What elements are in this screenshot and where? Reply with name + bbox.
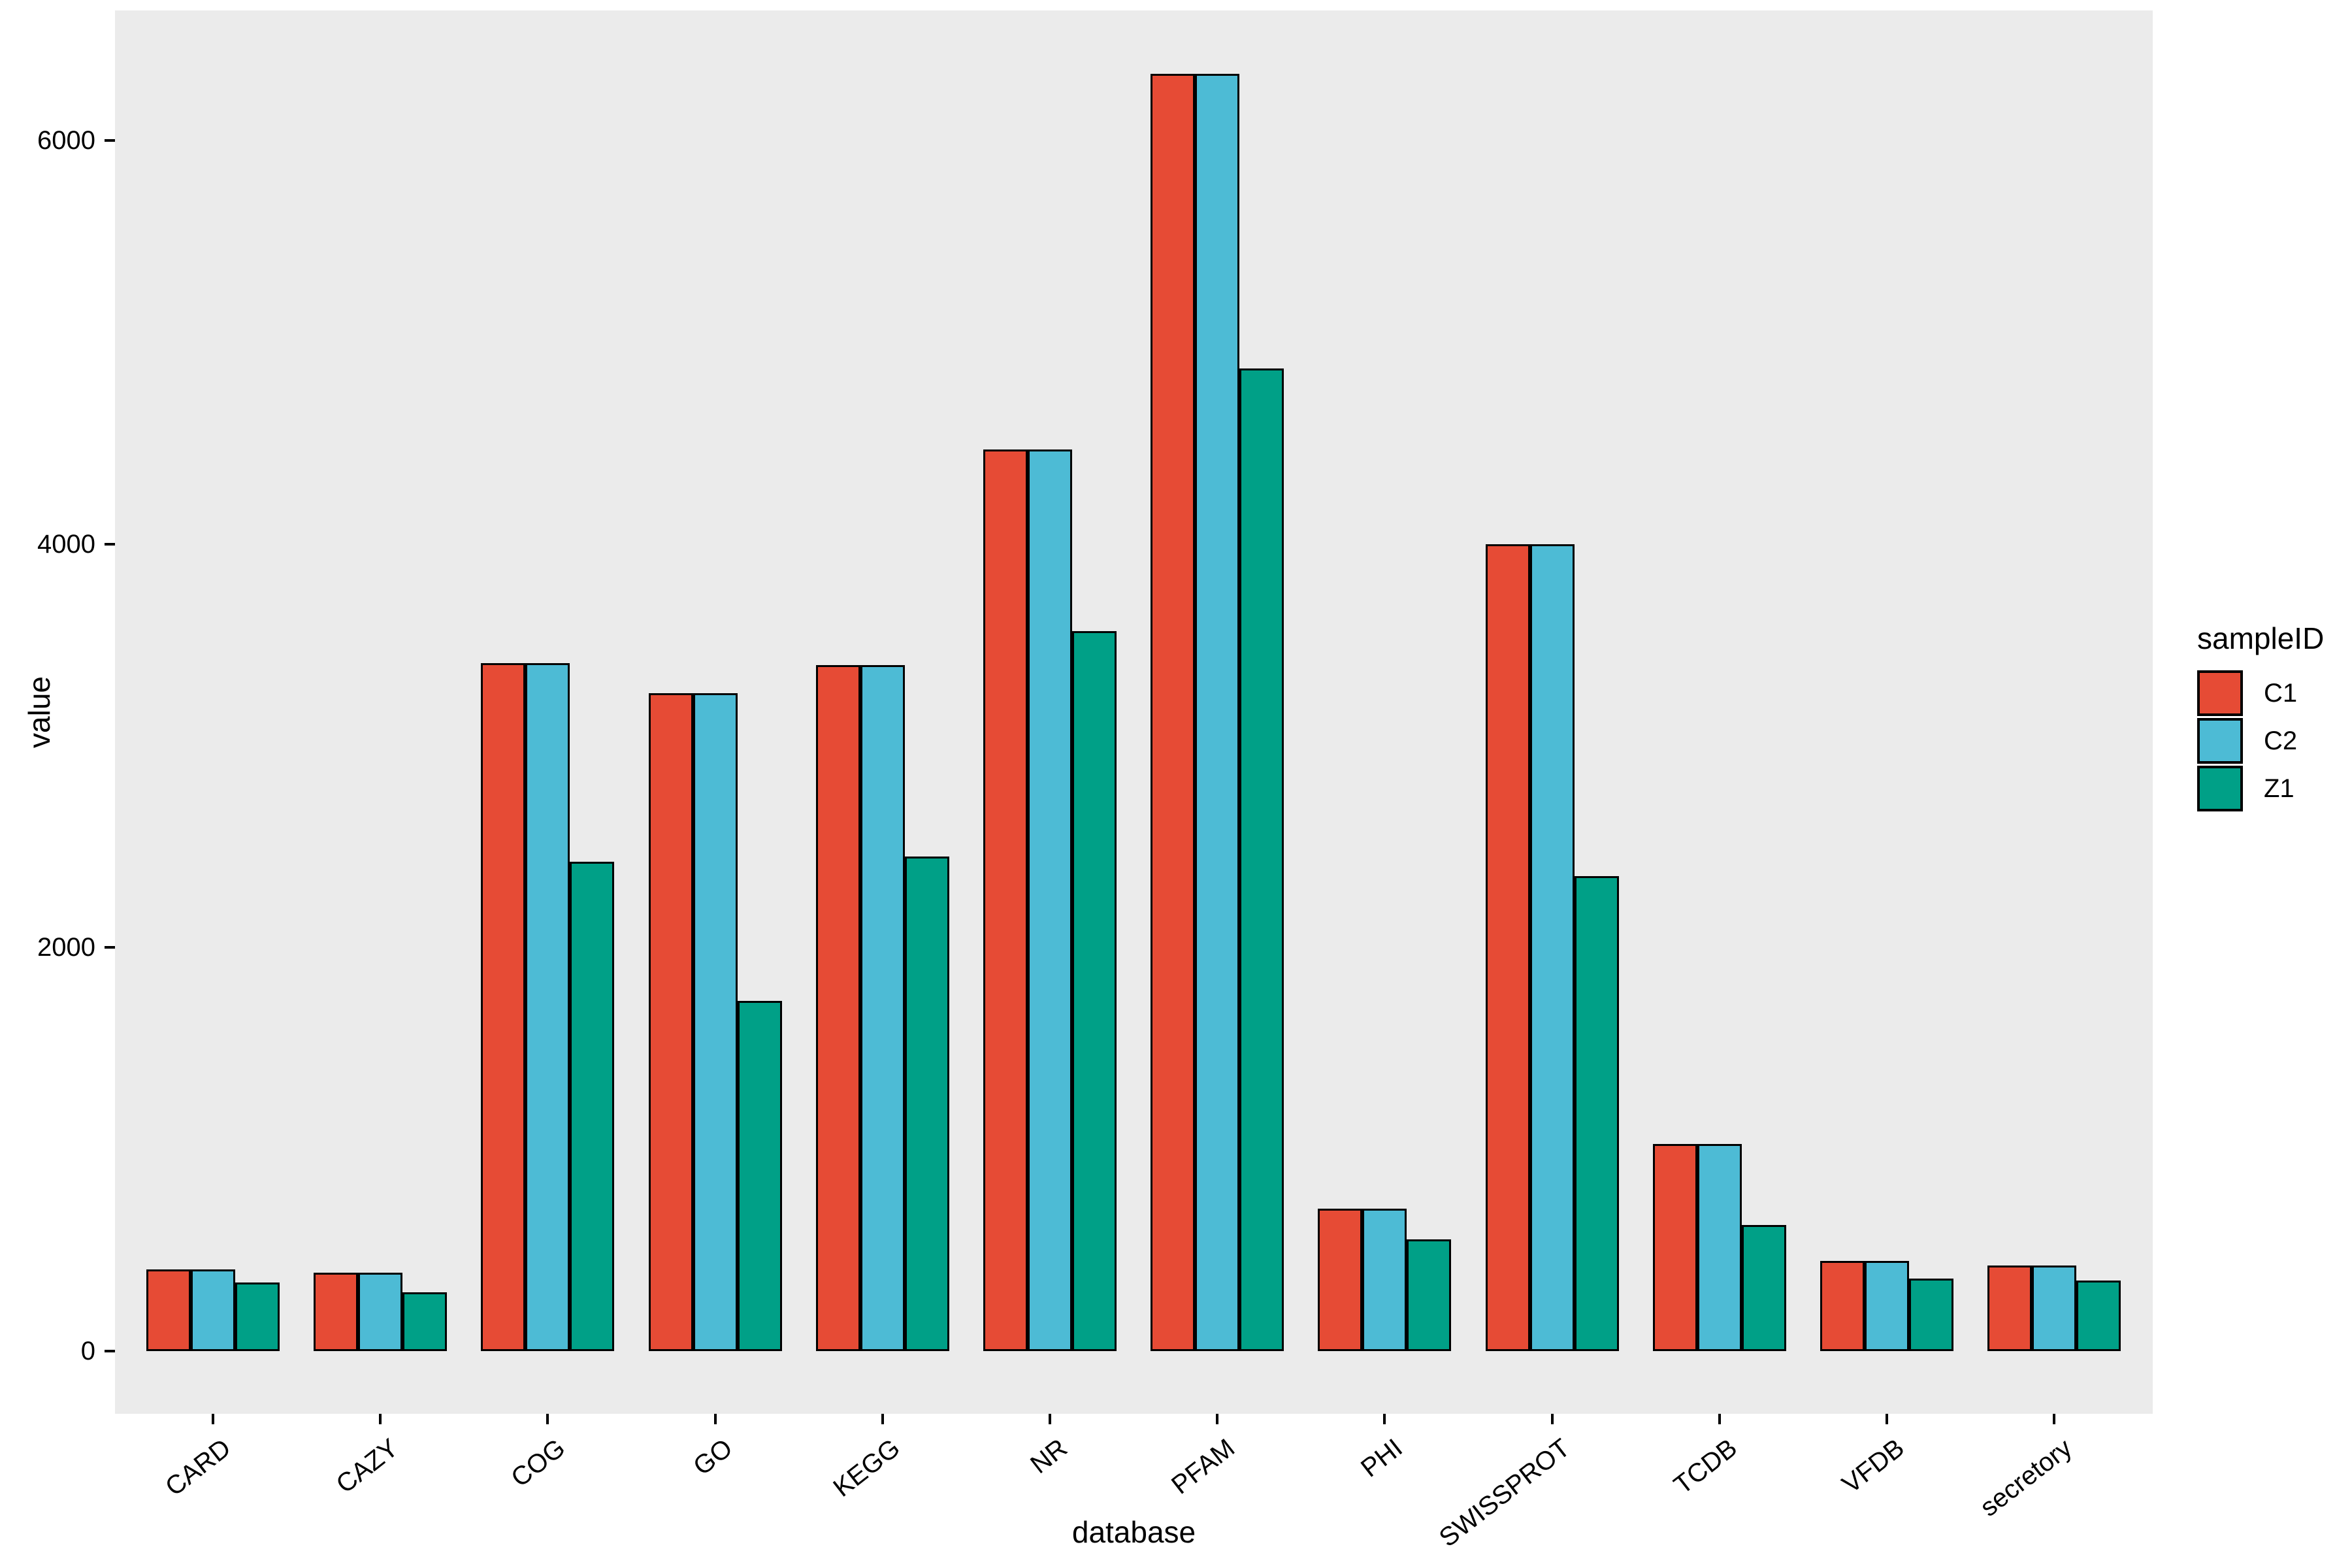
bar-SWISSPROT-C1 (1485, 544, 1530, 1351)
bar-PHI-Z1 (1407, 1239, 1452, 1351)
y-tick-mark (105, 139, 115, 142)
y-tick-label: 4000 (37, 529, 95, 559)
legend-color-swatch (2197, 718, 2243, 764)
x-tick-label-text: secretory (1974, 1433, 2078, 1522)
x-tick-mark (546, 1414, 549, 1424)
bar-secretory-C2 (2032, 1266, 2077, 1351)
bar-CARD-C2 (191, 1269, 235, 1351)
bar-secretory-C1 (1987, 1266, 2033, 1351)
legend-entry-label: C2 (2264, 726, 2298, 755)
y-tick-label: 2000 (37, 933, 95, 962)
bar-CAZY-Z1 (402, 1292, 448, 1351)
bar-SWISSPROT-Z1 (1574, 875, 1619, 1351)
x-tick-label-text: COG (506, 1433, 571, 1493)
legend-entry-C2: C2 (2197, 718, 2324, 764)
bar-NR-Z1 (1072, 630, 1117, 1351)
x-tick-mark (379, 1414, 382, 1424)
legend-entry-C1: C1 (2197, 670, 2324, 716)
y-tick-mark (105, 542, 115, 546)
y-tick-mark (105, 946, 115, 949)
x-tick-label-text: PHI (1355, 1433, 1408, 1483)
bar-SWISSPROT-C2 (1529, 544, 1575, 1351)
bar-KEGG-C2 (860, 665, 905, 1351)
bar-KEGG-C1 (815, 665, 860, 1351)
bar-VFDB-Z1 (1909, 1278, 1953, 1351)
legend-entry-label: C1 (2264, 678, 2298, 708)
legend: sampleID C1 C2 Z1 (2197, 621, 2324, 813)
x-tick-mark (881, 1414, 884, 1424)
bar-PFAM-Z1 (1239, 368, 1284, 1351)
bar-PHI-C2 (1362, 1209, 1407, 1351)
x-tick-mark (1718, 1414, 1721, 1424)
bar-GO-C2 (693, 693, 738, 1351)
bar-KEGG-Z1 (904, 857, 949, 1351)
x-tick-mark (713, 1414, 717, 1424)
bar-CARD-Z1 (235, 1282, 280, 1351)
x-tick-label-text: CARD (159, 1433, 237, 1502)
bar-COG-C2 (525, 662, 570, 1351)
bar-CAZY-C2 (358, 1272, 403, 1351)
bar-TCDB-C2 (1697, 1144, 1742, 1351)
legend-keys: C1 C2 Z1 (2197, 670, 2324, 811)
bar-NR-C2 (1028, 449, 1072, 1351)
x-tick-label-text: NR (1025, 1433, 1073, 1480)
x-tick-mark (1216, 1414, 1219, 1424)
bar-secretory-Z1 (2076, 1280, 2121, 1351)
x-tick-mark (2053, 1414, 2056, 1424)
legend-entry-Z1: Z1 (2197, 766, 2324, 811)
x-tick-mark (1550, 1414, 1554, 1424)
y-tick-mark (105, 1350, 115, 1352)
x-tick-label-text: GO (688, 1433, 738, 1481)
legend-title: sampleID (2197, 621, 2325, 655)
bar-CARD-C1 (146, 1269, 191, 1351)
x-tick-mark (212, 1414, 214, 1424)
bar-NR-C1 (983, 449, 1028, 1351)
bar-PFAM-C1 (1151, 74, 1196, 1351)
y-axis-title-text: value (22, 676, 56, 748)
y-tick-label: 0 (80, 1337, 95, 1365)
bar-TCDB-Z1 (1741, 1225, 1786, 1351)
plot-panel (115, 10, 2153, 1414)
x-tick-label-text: KEGG (828, 1433, 906, 1503)
bar-COG-C1 (481, 662, 526, 1351)
bar-GO-C1 (648, 693, 693, 1351)
bar-PFAM-C2 (1195, 74, 1240, 1351)
x-tick-label-text: CAZY (331, 1433, 404, 1499)
x-tick-label-text: VFDB (1837, 1433, 1910, 1499)
legend-color-swatch (2197, 766, 2243, 811)
x-axis-title: database (1071, 1515, 1196, 1549)
legend-color-swatch (2197, 670, 2243, 716)
x-tick-label-text: PFAM (1166, 1433, 1241, 1500)
bar-VFDB-C1 (1820, 1260, 1865, 1351)
x-tick-mark (1383, 1414, 1386, 1424)
bar-TCDB-C1 (1652, 1144, 1697, 1351)
bar-VFDB-C2 (1865, 1260, 1909, 1351)
x-tick-label-text: TCDB (1668, 1433, 1742, 1500)
bar-CAZY-C1 (314, 1272, 359, 1351)
y-tick-label: 6000 (37, 126, 95, 155)
bar-COG-Z1 (570, 862, 615, 1351)
x-tick-mark (1886, 1414, 1888, 1424)
legend-entry-label: Z1 (2264, 774, 2295, 803)
bar-PHI-C1 (1318, 1209, 1363, 1351)
x-tick-mark (1049, 1414, 1051, 1424)
bar-GO-Z1 (737, 1001, 782, 1351)
